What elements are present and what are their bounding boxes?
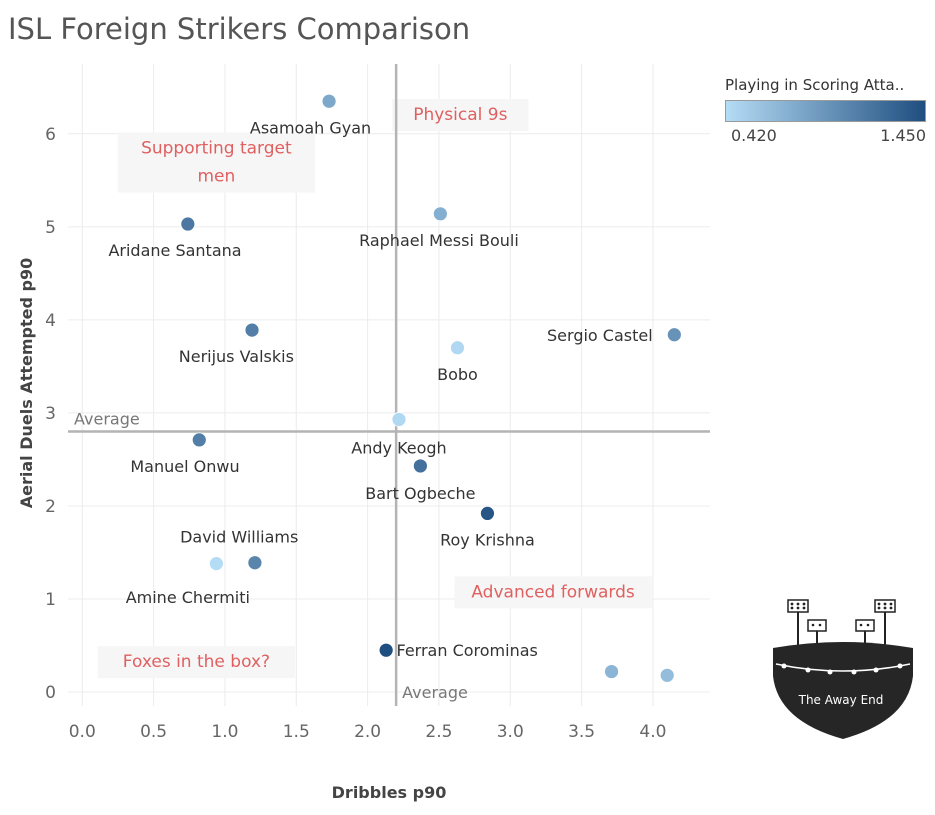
average-label-y: Average [74, 410, 140, 429]
x-tick-label: 1.0 [211, 722, 238, 742]
point-label: Bart Ogbeche [365, 484, 475, 503]
y-tick-label: 1 [45, 590, 56, 610]
average-lines: Average Average [68, 64, 710, 706]
data-points [180, 93, 682, 683]
point-label: David Williams [180, 528, 298, 547]
data-point [247, 555, 263, 571]
legend-title: Playing in Scoring Atta.. [725, 76, 905, 94]
quadrant-label: Foxes in the box? [123, 652, 270, 672]
quadrant-label-box [392, 99, 529, 132]
data-point [244, 322, 260, 338]
data-point [604, 664, 619, 679]
data-point [391, 412, 407, 427]
data-point [432, 206, 448, 222]
x-tick-label: 0.5 [140, 722, 167, 742]
x-tick-label: 3.0 [497, 722, 524, 742]
point-label: Raphael Messi Bouli [359, 231, 519, 250]
data-point [450, 340, 465, 356]
x-tick-label: 2.0 [354, 722, 381, 742]
y-axis-label: Aerial Duels Attempted p90 [17, 258, 36, 508]
legend-gradient-bar [725, 100, 926, 122]
x-tick-label: 0.0 [69, 722, 96, 742]
data-point [666, 327, 682, 343]
y-tick-label: 4 [45, 311, 56, 331]
axis-ticks: 0.0 0.5 1.0 1.5 2.0 2.5 3.0 3.5 4.0 0 1 2 3 4 5 6 [45, 125, 666, 742]
legend-min-label: 0.420 [731, 126, 777, 145]
chart-title: ISL Foreign Strikers Comparison [8, 12, 471, 46]
data-point [321, 93, 337, 109]
data-point [191, 432, 207, 448]
quadrant-labels: Supporting target men Physical 9s Advanced … [97, 99, 652, 679]
quadrant-label: Supporting target [141, 139, 292, 159]
quadrant-label: men [197, 167, 235, 187]
quadrant-label: Physical 9s [413, 105, 507, 125]
data-point [180, 216, 196, 232]
quadrant-label-box [117, 132, 316, 193]
point-label: Aridane Santana [108, 241, 241, 260]
point-label: Nerijus Valskis [179, 347, 294, 366]
x-tick-label: 2.5 [425, 722, 452, 742]
x-tick-label: 4.0 [639, 722, 666, 742]
point-label: Amine Chermiti [126, 588, 250, 607]
y-tick-label: 0 [45, 683, 56, 703]
quadrant-label-box [454, 576, 652, 609]
point-label: Ferran Corominas [396, 641, 537, 660]
y-tick-label: 5 [45, 218, 56, 238]
point-label: Andy Keogh [351, 438, 446, 457]
legend-max-label: 1.450 [880, 126, 926, 145]
x-tick-label: 1.5 [283, 722, 310, 742]
data-point [412, 458, 428, 474]
data-point [208, 556, 224, 572]
point-label: Asamoah Gyan [250, 118, 371, 137]
logo-text: The Away End [798, 693, 884, 707]
x-tick-label: 3.5 [568, 722, 595, 742]
quadrant-label: Advanced forwards [471, 582, 635, 602]
color-legend: Playing in Scoring Atta.. 0.420 1.450 [725, 76, 928, 146]
data-point [659, 667, 675, 683]
quadrant-label-box [97, 646, 296, 679]
point-label: Bobo [437, 365, 478, 384]
y-tick-label: 2 [45, 497, 56, 517]
the-away-end-logo: The Away End [773, 599, 913, 739]
x-axis-label: Dribbles p90 [332, 783, 447, 802]
legend-labels: 0.420 1.450 [725, 126, 928, 146]
point-label: Roy Krishna [440, 530, 535, 549]
point-label: Manuel Onwu [130, 457, 239, 476]
point-label: Sergio Castel [547, 326, 653, 345]
data-point [378, 642, 394, 658]
data-point [480, 506, 495, 521]
y-tick-label: 6 [45, 125, 56, 145]
y-tick-label: 3 [45, 404, 56, 424]
point-labels: Asamoah Gyan Raphael Messi Bouli Aridane S… [108, 118, 652, 660]
average-label-x: Average [402, 683, 468, 702]
